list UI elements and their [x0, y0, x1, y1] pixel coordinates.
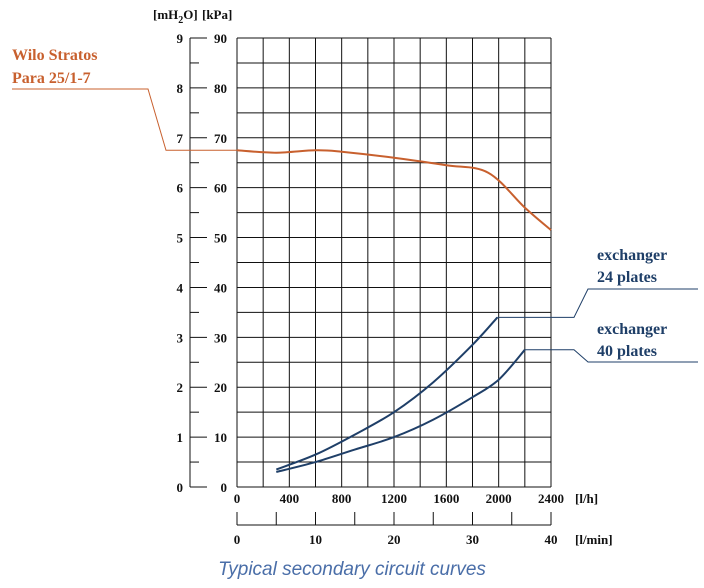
chart-labels: Wilo Stratos Para 25/1-7 exchanger 24 plate… — [12, 47, 698, 363]
kpa-tick-label: 30 — [214, 330, 227, 345]
exchanger-24-label-line1: exchanger — [597, 247, 667, 264]
x-tick-label: 2400 — [538, 491, 564, 506]
chart-caption: Typical secondary circuit curves — [218, 559, 486, 580]
kpa-tick-label: 20 — [214, 380, 227, 395]
exchanger-40-leader-line — [524, 349, 698, 363]
chart-series — [236, 149, 552, 473]
kpa-tick-label: 40 — [214, 280, 227, 295]
mh2o-tick-label: 5 — [177, 231, 184, 246]
chart-grid — [236, 37, 552, 488]
mh2o-tick-label: 1 — [177, 430, 184, 445]
mh2o-tick-label: 7 — [177, 131, 184, 146]
exchanger-24-leader-line — [497, 288, 698, 318]
mh2o-tick-label: 6 — [177, 181, 184, 196]
x-tick-label: 0 — [234, 491, 241, 506]
x-tick-label: 1200 — [381, 491, 407, 506]
exchanger-40-curve-line — [276, 349, 526, 473]
pump-series-label-line2: Para 25/1-7 — [12, 70, 91, 87]
lmin-unit: [l/min] — [575, 532, 613, 547]
kpa-tick-label: 80 — [214, 81, 227, 96]
kpa-tick-label: 90 — [214, 31, 227, 46]
pump-series-label-line1: Wilo Stratos — [12, 47, 97, 64]
pump-leader-line — [12, 88, 237, 151]
x-tick-label: 1600 — [433, 491, 459, 506]
mh2o-tick-label: 9 — [177, 31, 184, 46]
x-tick-label: 800 — [332, 491, 352, 506]
mh2o-tick-label: 3 — [177, 330, 184, 345]
mh2o-tick-label: 0 — [177, 480, 184, 495]
x-unit: [l/h] — [575, 491, 598, 506]
lmin-tick-label: 10 — [309, 532, 322, 547]
exchanger-24-curve-line — [275, 316, 499, 471]
x-tick-label: 400 — [280, 491, 300, 506]
pump-curve-line — [236, 149, 552, 231]
exchanger-40-label-line2: 40 plates — [597, 343, 657, 360]
mh2o-tick-label: 2 — [177, 380, 184, 395]
kpa-tick-label: 60 — [214, 181, 227, 196]
lmin-tick-label: 0 — [234, 532, 241, 547]
lmin-tick-label: 40 — [545, 532, 558, 547]
kpa-tick-label: 50 — [214, 231, 227, 246]
exchanger-24-label-line2: 24 plates — [597, 269, 657, 286]
y-unit-left: [mH2O] — [153, 7, 198, 26]
x-tick-label: 2000 — [486, 491, 512, 506]
y-unit-right: [kPa] — [202, 7, 232, 22]
kpa-tick-label: 70 — [214, 131, 227, 146]
kpa-tick-label: 0 — [221, 480, 228, 495]
exchanger-40-label-line1: exchanger — [597, 321, 667, 338]
kpa-tick-label: 10 — [214, 430, 227, 445]
mh2o-tick-label: 8 — [177, 81, 184, 96]
lmin-tick-label: 30 — [466, 532, 479, 547]
lmin-tick-label: 20 — [388, 532, 401, 547]
mh2o-tick-label: 4 — [177, 280, 184, 295]
